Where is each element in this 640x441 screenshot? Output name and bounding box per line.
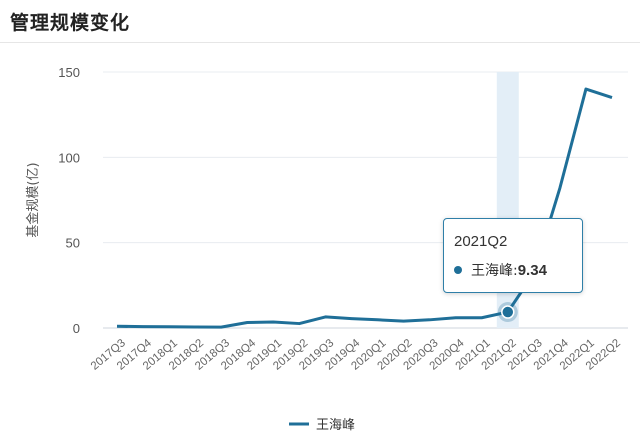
tooltip-value: 9.34	[517, 262, 547, 279]
data-point[interactable]	[609, 95, 615, 101]
tooltip-series-name: 王海峰	[471, 263, 513, 279]
data-point[interactable]	[192, 324, 198, 330]
data-point[interactable]	[479, 315, 485, 321]
y-axis-label: 基金规模(亿)	[25, 162, 41, 237]
y-tick-label: 50	[66, 236, 80, 251]
data-point[interactable]	[244, 320, 250, 326]
tooltip-series: 王海峰:9.34	[471, 260, 547, 280]
legend[interactable]: 王海峰	[289, 418, 355, 433]
y-tick-label: 100	[58, 150, 80, 165]
x-axis-ticks: 2017Q32017Q42018Q12018Q22018Q32018Q42019…	[89, 337, 623, 373]
panel-title: 管理规模变化	[10, 12, 131, 34]
legend-label[interactable]: 王海峰	[316, 418, 355, 433]
title-divider	[0, 42, 640, 43]
data-point[interactable]	[401, 318, 407, 324]
data-point[interactable]	[270, 319, 276, 325]
data-point[interactable]	[296, 321, 302, 327]
y-tick-label: 0	[73, 321, 80, 336]
data-point[interactable]	[348, 316, 354, 322]
data-tooltip: 2021Q2 王海峰:9.34	[443, 218, 583, 293]
y-tick-label: 150	[58, 65, 80, 80]
data-point[interactable]	[166, 324, 172, 330]
data-point[interactable]	[114, 323, 120, 329]
tooltip-separator: :	[513, 263, 518, 279]
data-point[interactable]	[453, 315, 459, 321]
data-point[interactable]	[375, 317, 381, 323]
tooltip-series-dot	[454, 266, 462, 274]
data-point[interactable]	[583, 86, 589, 92]
tooltip-title: 2021Q2	[454, 233, 508, 250]
data-point[interactable]	[557, 185, 563, 191]
y-axis-ticks: 0 50 100 150	[58, 65, 80, 336]
data-point-highlight[interactable]	[501, 305, 515, 319]
data-point[interactable]	[427, 317, 433, 323]
data-point[interactable]	[322, 314, 328, 320]
data-point[interactable]	[218, 324, 224, 330]
data-point[interactable]	[140, 324, 146, 330]
